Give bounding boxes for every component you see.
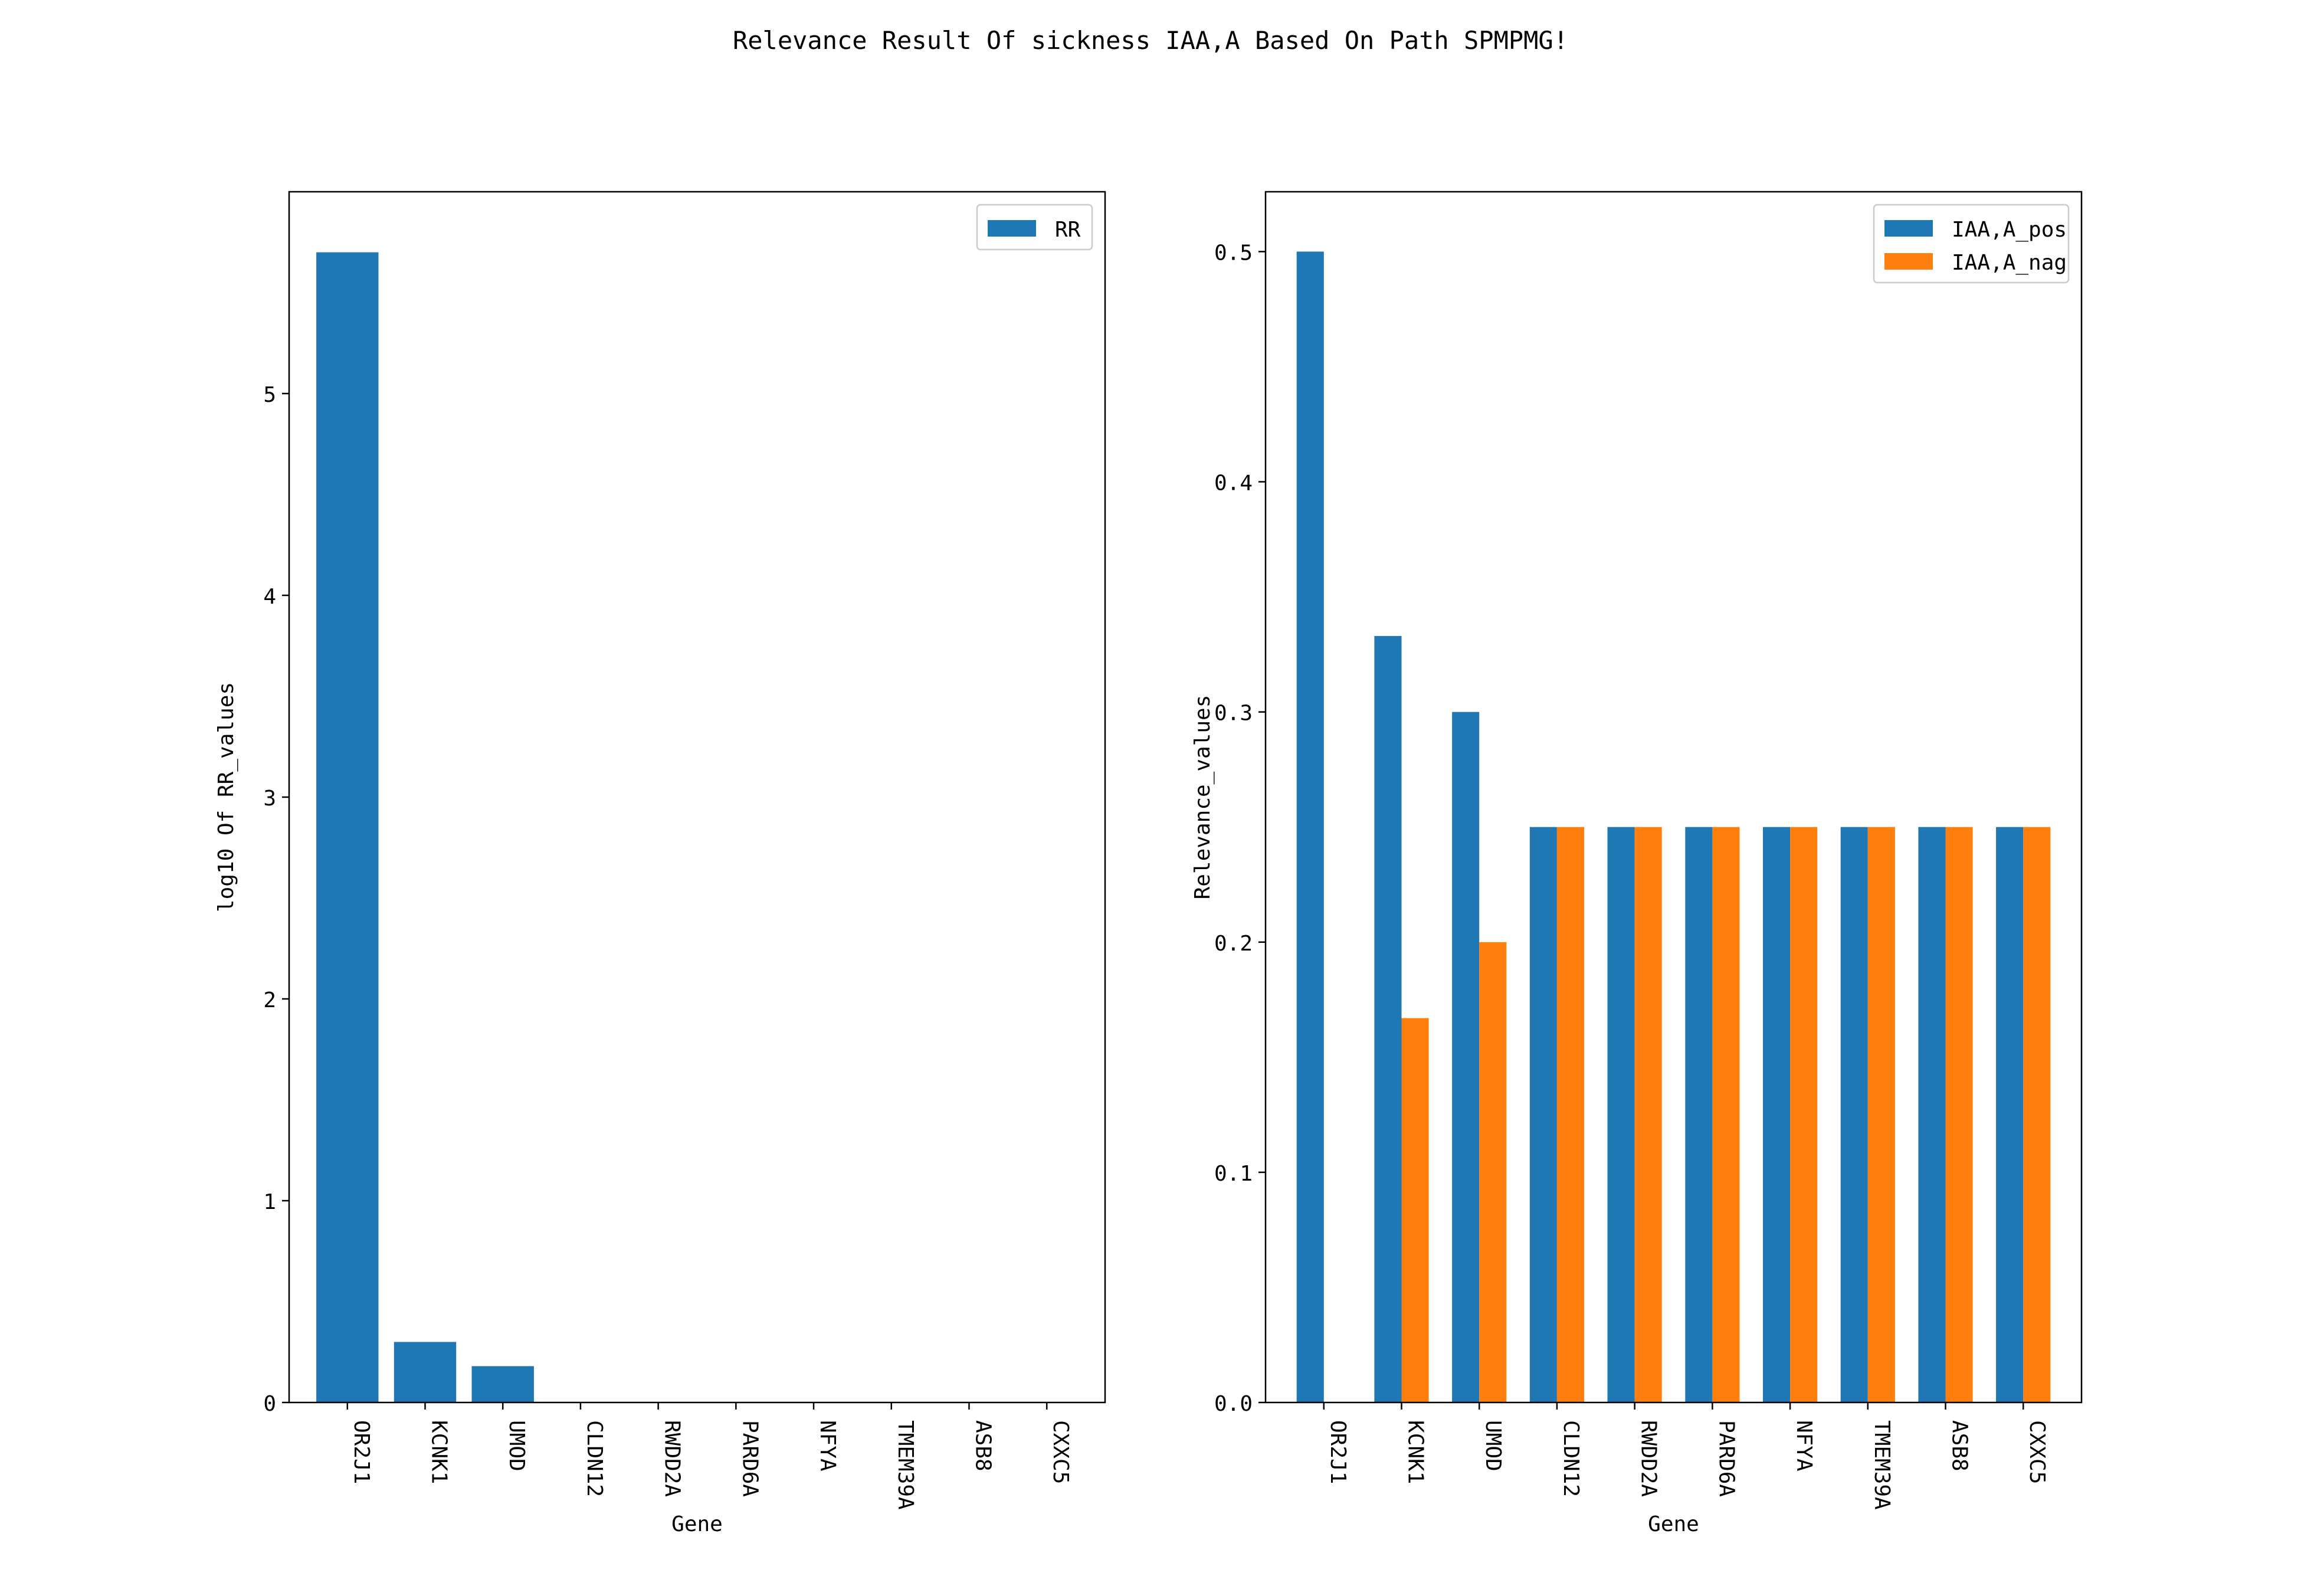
x-tick-label-2-NFYA: NFYA: [1792, 1420, 1816, 1472]
legend-2: IAA,A_pos IAA,A_nag: [1873, 204, 2070, 284]
bar-2-IAA,A_nag-RWDD2A: [1634, 827, 1662, 1402]
bar-2-IAA,A_pos-OR2J1: [1296, 251, 1324, 1402]
bar-2-IAA,A_pos-CLDN12: [1529, 827, 1557, 1402]
bar-2-IAA,A_nag-PARD6A: [1712, 827, 1740, 1402]
legend-1: RR: [976, 204, 1093, 251]
y-tick-label-2-0: 0.0: [1214, 1392, 1253, 1416]
y-axis-label-2: Relevance_values: [1191, 695, 1215, 900]
x-tick-label-2-CLDN12: CLDN12: [1559, 1420, 1583, 1497]
y-axis-label-1: log10 Of RR_values: [214, 682, 238, 912]
chart-2: 0.0 0.1 0.2 0.3 0.4 0.5 OR2J1 KCNK1 UMOD CLDN12 RW…: [1191, 191, 2083, 1536]
x-axis-label-2: Gene: [1648, 1512, 1699, 1536]
x-tick-label-2-KCNK1: KCNK1: [1404, 1420, 1428, 1484]
x-tick-label-2-UMOD: UMOD: [1481, 1420, 1505, 1472]
x-tick-label-1-CLDN12: CLDN12: [582, 1420, 607, 1497]
bar-2-IAA,A_pos-CXXC5: [1996, 827, 2024, 1402]
x-tick-label-2-OR2J1: OR2J1: [1326, 1420, 1350, 1484]
y-tick-label-1-3: 3: [263, 786, 276, 811]
legend-swatch-1-0: [988, 220, 1036, 237]
x-tick-label-1-NFYA: NFYA: [815, 1420, 840, 1472]
legend-swatch-2-0: [1884, 220, 1933, 237]
x-tick-label-1-CXXC5: CXXC5: [1048, 1420, 1073, 1484]
x-tick-label-2-PARD6A: PARD6A: [1714, 1420, 1738, 1497]
bar-2-IAA,A_pos-PARD6A: [1685, 827, 1713, 1402]
bar-2-IAA,A_nag-TMEM39A: [1867, 827, 1895, 1402]
bar-2-IAA,A_nag-ASB8: [1945, 827, 1973, 1402]
x-tick-label-1-TMEM39A: TMEM39A: [893, 1420, 917, 1510]
x-tick-label-2-CXXC5: CXXC5: [2025, 1420, 2049, 1484]
bar-2-IAA,A_pos-NFYA: [1763, 827, 1791, 1402]
x-tick-label-1-PARD6A: PARD6A: [738, 1420, 762, 1497]
x-axis-label-1: Gene: [671, 1512, 723, 1536]
y-tick-label-1-2: 2: [263, 988, 276, 1012]
x-tick-label-2-ASB8: ASB8: [1948, 1420, 1972, 1472]
x-tick-label-1-RWDD2A: RWDD2A: [660, 1420, 684, 1497]
bar-2-IAA,A_pos-ASB8: [1918, 827, 1946, 1402]
y-tick-label-2-2: 0.2: [1214, 932, 1253, 956]
x-tick-label-1-UMOD: UMOD: [504, 1420, 529, 1472]
y-tick-label-1-1: 1: [263, 1190, 276, 1214]
bar-2-IAA,A_pos-KCNK1: [1374, 635, 1402, 1402]
x-tick-label-1-ASB8: ASB8: [971, 1420, 995, 1472]
bar-2-IAA,A_pos-RWDD2A: [1607, 827, 1635, 1402]
bar-2-IAA,A_nag-CLDN12: [1556, 827, 1584, 1402]
bar-2-IAA,A_nag-NFYA: [1790, 827, 1818, 1402]
bar-1-RR-KCNK1: [394, 1342, 457, 1402]
y-tick-label-1-5: 5: [263, 383, 276, 407]
x-tick-label-2-RWDD2A: RWDD2A: [1637, 1420, 1661, 1497]
legend-label-2-1: IAA,A_nag: [1952, 251, 2067, 275]
y-tick-label-2-1: 0.1: [1214, 1162, 1253, 1186]
bar-2-IAA,A_pos-UMOD: [1452, 712, 1480, 1402]
bar-2-IAA,A_nag-CXXC5: [2023, 827, 2051, 1402]
legend-label-2-0: IAA,A_pos: [1952, 218, 2067, 242]
bar-2-IAA,A_nag-UMOD: [1479, 942, 1507, 1402]
bar-2-IAA,A_pos-TMEM39A: [1840, 827, 1868, 1402]
y-tick-label-1-0: 0: [263, 1392, 276, 1416]
bar-1-RR-UMOD: [471, 1366, 534, 1402]
y-tick-label-2-4: 0.4: [1214, 471, 1253, 496]
x-tick-label-2-TMEM39A: TMEM39A: [1870, 1420, 1894, 1510]
figure-title: Relevance Result Of sickness IAA,A Based…: [733, 26, 1568, 55]
axes-frame-1: [288, 191, 1106, 1404]
y-tick-label-1-4: 4: [263, 585, 276, 609]
x-tick-label-1-KCNK1: KCNK1: [427, 1420, 451, 1484]
legend-label-1-0: RR: [1055, 218, 1081, 242]
legend-swatch-2-1: [1884, 253, 1933, 270]
axes-frame-2: [1264, 191, 2083, 1404]
chart-1: 0 1 2 3 4 5 OR2J1 KCNK1 UMOD CLDN12 RWDD2A PARD6A NF…: [214, 191, 1106, 1536]
bar-2-IAA,A_nag-KCNK1: [1401, 1018, 1429, 1402]
x-tick-label-1-OR2J1: OR2J1: [349, 1420, 373, 1484]
bar-1-RR-OR2J1: [316, 252, 379, 1403]
y-tick-label-2-3: 0.3: [1214, 702, 1253, 726]
y-tick-label-2-5: 0.5: [1214, 241, 1253, 265]
